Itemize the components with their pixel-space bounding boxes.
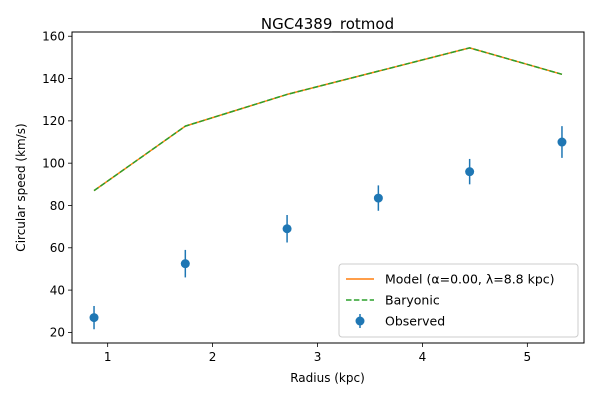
chart-title: NGC4389_rotmod bbox=[261, 15, 394, 34]
y-axis: 20 40 60 80 100 120 140 160 bbox=[42, 30, 72, 340]
y-tick-label-6: 140 bbox=[42, 72, 65, 86]
y-tick-label-2: 60 bbox=[50, 241, 65, 255]
y-tick-label-1: 40 bbox=[50, 283, 65, 297]
legend-model-label: Model (α=0.00, λ=8.8 kpc) bbox=[385, 272, 555, 287]
x-tick-label-1: 2 bbox=[209, 350, 217, 364]
baryonic-series-line bbox=[93, 47, 563, 192]
observed-point-5 bbox=[557, 137, 567, 147]
observed-point-0 bbox=[89, 313, 99, 323]
x-tick-label-4: 5 bbox=[524, 350, 532, 364]
y-tick-label-4: 100 bbox=[42, 156, 65, 170]
x-axis-label: Radius (kpc) bbox=[290, 371, 365, 385]
observed-point-3 bbox=[373, 193, 383, 203]
plot-area bbox=[89, 47, 567, 330]
x-axis: 1 2 3 4 5 bbox=[104, 343, 531, 364]
observed-point-1 bbox=[180, 259, 190, 269]
y-tick-label-5: 120 bbox=[42, 114, 65, 128]
y-axis-label: Circular speed (km/s) bbox=[14, 123, 28, 251]
legend-observed-marker bbox=[355, 316, 365, 326]
legend-box bbox=[338, 263, 579, 338]
legend: Model (α=0.00, λ=8.8 kpc) Baryonic Obser… bbox=[338, 263, 579, 338]
y-tick-label-0: 20 bbox=[50, 326, 65, 340]
y-tick-label-3: 80 bbox=[50, 199, 65, 213]
x-tick-label-3: 4 bbox=[419, 350, 427, 364]
x-tick-label-2: 3 bbox=[314, 350, 322, 364]
axes-frame bbox=[71, 31, 585, 344]
observed-point-2 bbox=[282, 224, 292, 234]
legend-baryonic-label: Baryonic bbox=[385, 293, 440, 308]
x-tick-label-0: 1 bbox=[104, 350, 112, 364]
observed-point-4 bbox=[465, 167, 475, 177]
legend-observed-label: Observed bbox=[385, 314, 445, 329]
y-tick-label-7: 160 bbox=[42, 30, 65, 44]
